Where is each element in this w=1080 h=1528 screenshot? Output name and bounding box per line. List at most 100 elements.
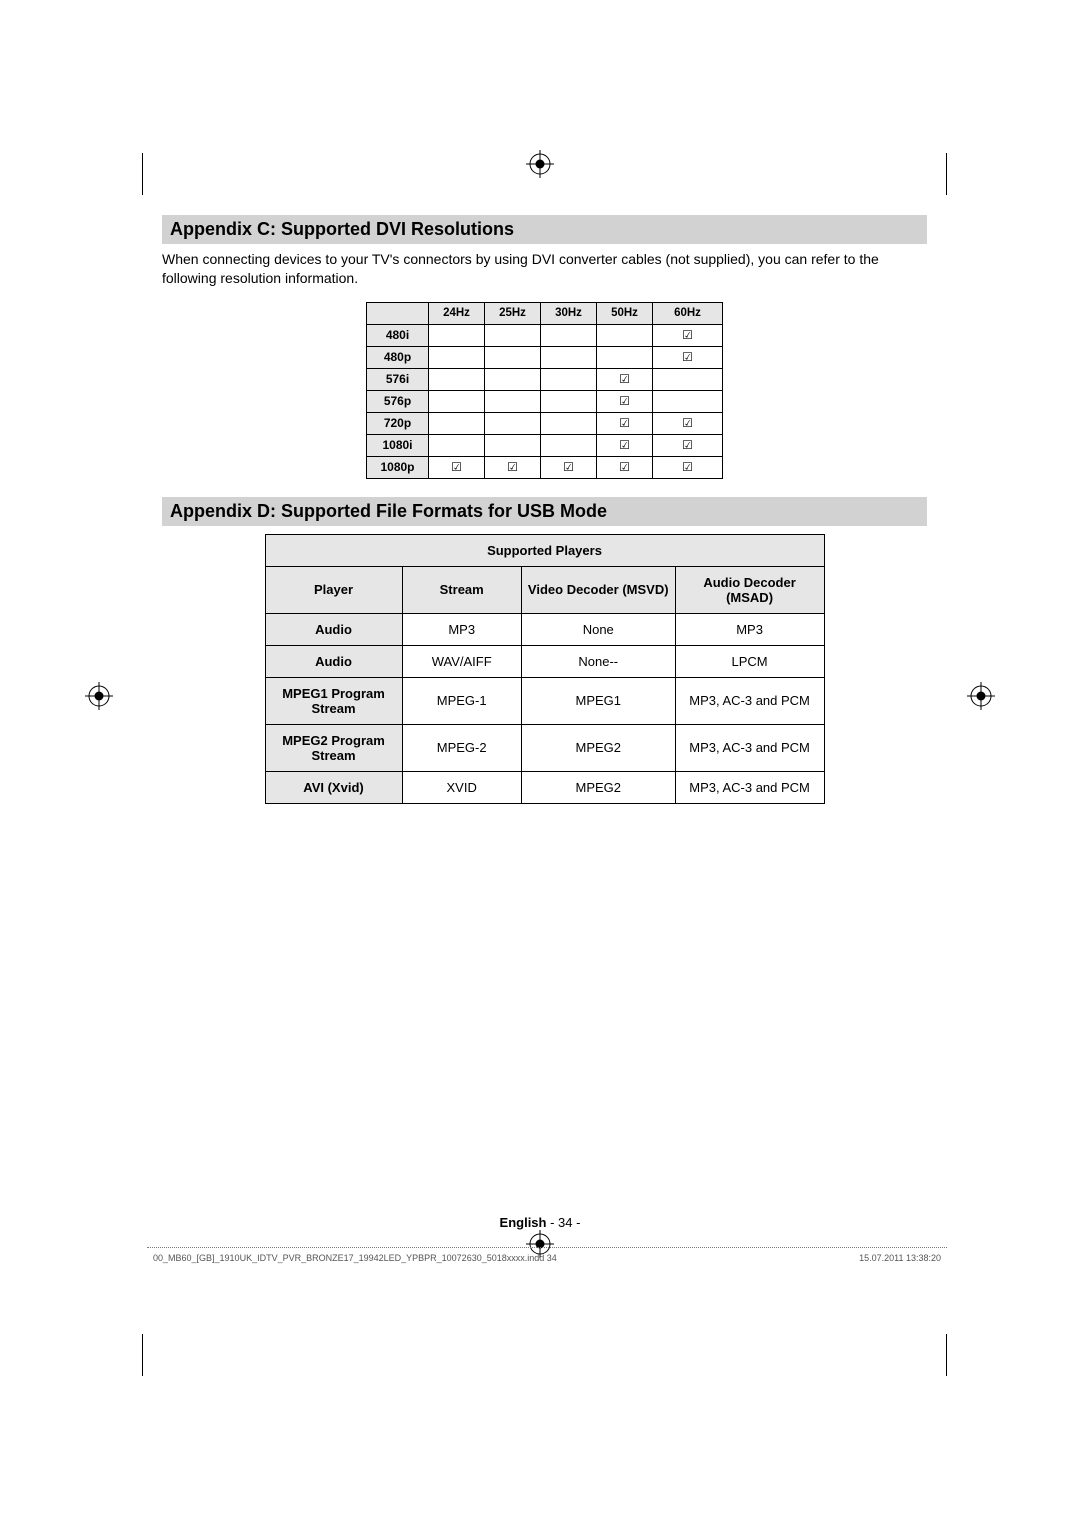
registration-mark-icon bbox=[967, 682, 995, 710]
appendix-c-intro: When connecting devices to your TV's con… bbox=[162, 250, 927, 288]
registration-mark-icon bbox=[526, 150, 554, 178]
supported-check-icon: ☑ bbox=[653, 456, 723, 478]
table-row: 480p ☑ bbox=[367, 346, 723, 368]
resolution-label: 1080i bbox=[367, 434, 429, 456]
resolution-label: 1080p bbox=[367, 456, 429, 478]
empty-cell bbox=[541, 434, 597, 456]
adec-cell: MP3, AC-3 and PCM bbox=[675, 724, 824, 771]
adec-cell: MP3, AC-3 and PCM bbox=[675, 677, 824, 724]
empty-cell bbox=[485, 346, 541, 368]
col-adec-header: Audio Decoder (MSAD) bbox=[675, 566, 824, 613]
empty-cell bbox=[429, 390, 485, 412]
table-header-row: 24Hz 25Hz 30Hz 50Hz 60Hz bbox=[367, 302, 723, 324]
empty-cell bbox=[429, 324, 485, 346]
crop-mark bbox=[142, 1334, 143, 1376]
page-content: Appendix C: Supported DVI Resolutions Wh… bbox=[162, 215, 927, 804]
empty-cell bbox=[429, 368, 485, 390]
empty-cell bbox=[485, 434, 541, 456]
player-cell: Audio bbox=[265, 645, 402, 677]
stream-cell: MPEG-1 bbox=[402, 677, 521, 724]
supported-check-icon: ☑ bbox=[653, 346, 723, 368]
empty-cell bbox=[653, 390, 723, 412]
crop-mark bbox=[142, 153, 143, 195]
crop-mark bbox=[946, 1334, 947, 1376]
supported-check-icon: ☑ bbox=[597, 412, 653, 434]
resolution-label: 720p bbox=[367, 412, 429, 434]
footer-sep: - bbox=[546, 1215, 558, 1230]
empty-cell bbox=[485, 368, 541, 390]
table-row: 1080i ☑☑ bbox=[367, 434, 723, 456]
supported-check-icon: ☑ bbox=[653, 324, 723, 346]
player-cell: MPEG2 Program Stream bbox=[265, 724, 402, 771]
vdec-cell: MPEG2 bbox=[521, 724, 675, 771]
freq-header: 50Hz bbox=[597, 302, 653, 324]
empty-cell bbox=[485, 390, 541, 412]
player-cell: MPEG1 Program Stream bbox=[265, 677, 402, 724]
table-row: MPEG1 Program StreamMPEG-1MPEG1MP3, AC-3… bbox=[265, 677, 824, 724]
dvi-resolutions-table: 24Hz 25Hz 30Hz 50Hz 60Hz 480i☑480p☑576i☑… bbox=[366, 302, 723, 479]
vdec-cell: MPEG1 bbox=[521, 677, 675, 724]
print-datetime: 15.07.2011 13:38:20 bbox=[859, 1253, 941, 1263]
supported-check-icon: ☑ bbox=[597, 390, 653, 412]
col-vdec-header: Video Decoder (MSVD) bbox=[521, 566, 675, 613]
player-cell: Audio bbox=[265, 613, 402, 645]
freq-header: 24Hz bbox=[429, 302, 485, 324]
empty-cell bbox=[541, 346, 597, 368]
empty-cell bbox=[429, 434, 485, 456]
crop-mark bbox=[946, 153, 947, 195]
resolution-label: 480p bbox=[367, 346, 429, 368]
table-header-row: Player Stream Video Decoder (MSVD) Audio… bbox=[265, 566, 824, 613]
freq-header: 25Hz bbox=[485, 302, 541, 324]
vdec-cell: None-- bbox=[521, 645, 675, 677]
appendix-d-heading: Appendix D: Supported File Formats for U… bbox=[162, 497, 927, 526]
empty-cell bbox=[541, 368, 597, 390]
freq-header: 60Hz bbox=[653, 302, 723, 324]
table-row: 576p ☑ bbox=[367, 390, 723, 412]
print-filename: 00_MB60_[GB]_1910UK_IDTV_PVR_BRONZE17_19… bbox=[153, 1253, 557, 1263]
resolution-label: 576p bbox=[367, 390, 429, 412]
vdec-cell: None bbox=[521, 613, 675, 645]
empty-cell bbox=[597, 324, 653, 346]
footer-page-number: 34 - bbox=[558, 1215, 580, 1230]
table-row: AVI (Xvid)XVIDMPEG2MP3, AC-3 and PCM bbox=[265, 771, 824, 803]
stream-cell: MPEG-2 bbox=[402, 724, 521, 771]
table-row: AudioMP3NoneMP3 bbox=[265, 613, 824, 645]
player-cell: AVI (Xvid) bbox=[265, 771, 402, 803]
supported-check-icon: ☑ bbox=[597, 368, 653, 390]
empty-header-cell bbox=[367, 302, 429, 324]
supported-check-icon: ☑ bbox=[653, 434, 723, 456]
supported-check-icon: ☑ bbox=[485, 456, 541, 478]
page-footer: English - 34 - bbox=[0, 1215, 1080, 1230]
col-player-header: Player bbox=[265, 566, 402, 613]
adec-cell: LPCM bbox=[675, 645, 824, 677]
empty-cell bbox=[541, 324, 597, 346]
stream-cell: MP3 bbox=[402, 613, 521, 645]
supported-check-icon: ☑ bbox=[653, 412, 723, 434]
supported-check-icon: ☑ bbox=[541, 456, 597, 478]
supported-players-table: Supported Players Player Stream Video De… bbox=[265, 534, 825, 804]
table-row: AudioWAV/AIFFNone--LPCM bbox=[265, 645, 824, 677]
empty-cell bbox=[429, 346, 485, 368]
table-title-row: Supported Players bbox=[265, 534, 824, 566]
players-table-title: Supported Players bbox=[265, 534, 824, 566]
empty-cell bbox=[429, 412, 485, 434]
table-row: 480i ☑ bbox=[367, 324, 723, 346]
registration-mark-icon bbox=[85, 682, 113, 710]
appendix-c-heading: Appendix C: Supported DVI Resolutions bbox=[162, 215, 927, 244]
empty-cell bbox=[653, 368, 723, 390]
vdec-cell: MPEG2 bbox=[521, 771, 675, 803]
table-row: 1080p☑☑☑☑☑ bbox=[367, 456, 723, 478]
table-row: 576i☑ bbox=[367, 368, 723, 390]
freq-header: 30Hz bbox=[541, 302, 597, 324]
empty-cell bbox=[597, 346, 653, 368]
stream-cell: XVID bbox=[402, 771, 521, 803]
col-stream-header: Stream bbox=[402, 566, 521, 613]
table-row: MPEG2 Program StreamMPEG-2MPEG2MP3, AC-3… bbox=[265, 724, 824, 771]
supported-check-icon: ☑ bbox=[597, 434, 653, 456]
resolution-label: 480i bbox=[367, 324, 429, 346]
empty-cell bbox=[485, 412, 541, 434]
supported-check-icon: ☑ bbox=[597, 456, 653, 478]
adec-cell: MP3 bbox=[675, 613, 824, 645]
adec-cell: MP3, AC-3 and PCM bbox=[675, 771, 824, 803]
footer-language: English bbox=[500, 1215, 547, 1230]
